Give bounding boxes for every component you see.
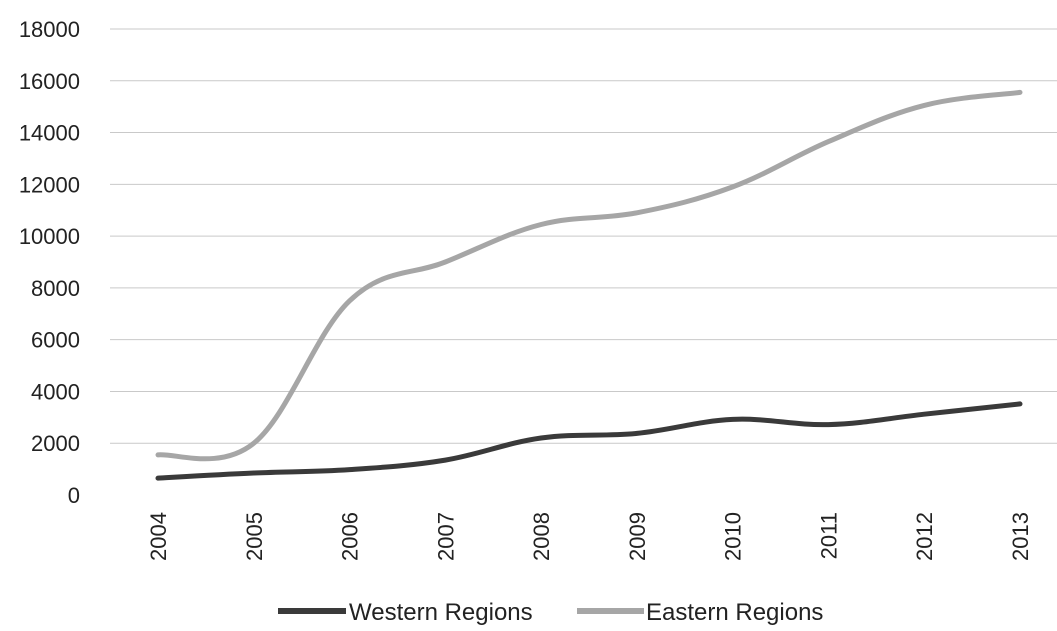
y-tick-label: 16000 <box>19 69 80 94</box>
x-tick-label: 2012 <box>912 512 937 561</box>
x-tick-label: 2006 <box>338 512 363 561</box>
x-tick-label: 2005 <box>242 512 267 561</box>
eastern-regions-line <box>155 89 1023 462</box>
legend-label-western-regions: Western Regions <box>349 599 533 626</box>
x-tick-label: 2004 <box>146 512 171 561</box>
western-regions-line <box>155 401 1023 481</box>
y-tick-label: 14000 <box>19 121 80 146</box>
y-tick-label: 8000 <box>31 276 80 301</box>
x-tick-label: 2008 <box>529 512 554 561</box>
y-axis-ticks: 0 2000 4000 6000 8000 10000 12000 14000 16000 180… <box>19 17 80 508</box>
legend-label-eastern-regions: Eastern Regions <box>646 599 823 626</box>
y-tick-label: 12000 <box>19 172 80 197</box>
x-tick-label: 2011 <box>816 512 841 559</box>
y-tick-label: 0 <box>68 483 80 508</box>
y-tick-label: 4000 <box>31 379 80 404</box>
gridlines <box>110 28 1057 444</box>
x-tick-label: 2010 <box>721 512 746 561</box>
y-tick-label: 6000 <box>31 328 80 353</box>
y-tick-label: 2000 <box>31 431 80 456</box>
y-tick-label: 10000 <box>19 224 80 249</box>
y-tick-label: 18000 <box>19 17 80 42</box>
x-axis-ticks: 2004 2005 2006 2007 2008 2009 2010 2011 2012 2013 <box>146 512 1033 561</box>
x-tick-label: 2007 <box>433 512 458 561</box>
x-tick-label: 2013 <box>1008 512 1033 561</box>
x-tick-label: 2009 <box>625 512 650 561</box>
series-lines <box>155 89 1023 481</box>
legend: Western Regions Eastern Regions <box>278 599 823 626</box>
